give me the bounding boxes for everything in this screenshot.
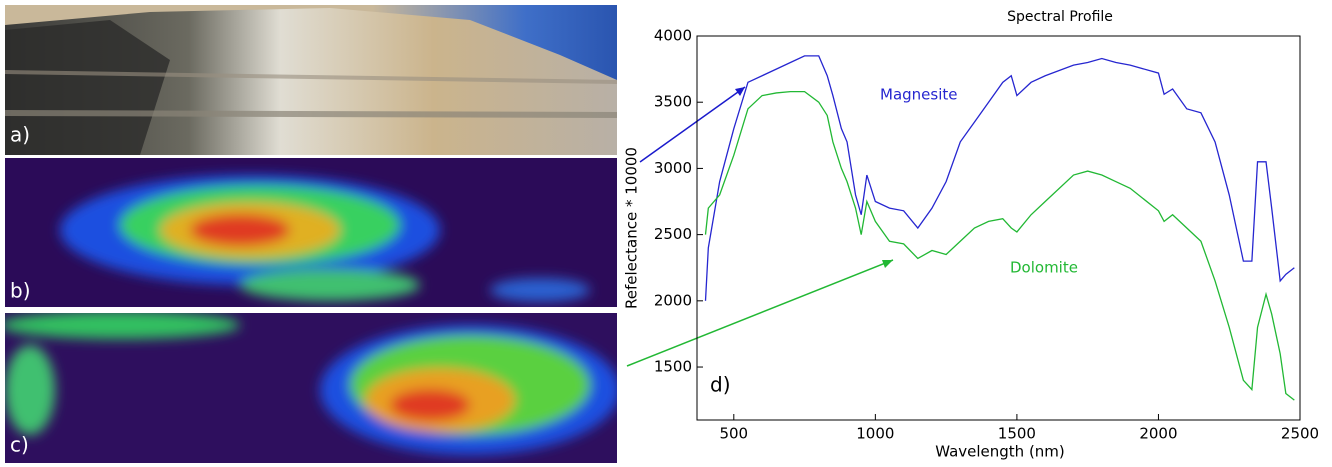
series-label: Magnesite: [880, 86, 957, 104]
x-tick-label: 1000: [856, 425, 894, 443]
y-tick-label: 3500: [654, 93, 692, 111]
classification-panel: c): [0, 311, 620, 463]
arrow: [627, 260, 893, 366]
arrow-head: [882, 260, 893, 268]
x-tick-label: 2000: [1139, 425, 1177, 443]
chart-title: Spectral Profile: [1007, 9, 1113, 25]
y-axis-label: Refelectance * 10000: [623, 147, 641, 309]
series-line: [705, 92, 1294, 401]
panel-label: c): [10, 433, 29, 457]
y-tick-label: 2500: [654, 225, 692, 243]
x-tick-label: 2500: [1281, 425, 1319, 443]
arrow-head: [735, 87, 745, 96]
y-tick-label: 3000: [654, 159, 692, 177]
y-tick-label: 4000: [654, 27, 692, 45]
figure: a) b) c) Spectral Profile Wavelength (nm…: [0, 0, 1332, 463]
panel-label: a): [10, 123, 30, 147]
x-tick-label: 500: [719, 425, 748, 443]
y-tick-label: 1500: [654, 358, 692, 376]
series-line: [705, 56, 1294, 301]
plot-frame: [697, 36, 1300, 420]
x-axis-label: Wavelength (nm): [935, 443, 1065, 461]
series-label: Dolomite: [1010, 259, 1078, 277]
y-tick-label: 2000: [654, 291, 692, 309]
panel-label: b): [10, 279, 31, 303]
classification-panel: b): [5, 158, 617, 307]
x-tick-label: 1500: [998, 425, 1036, 443]
panel-label: d): [710, 373, 731, 397]
photo-panel: a): [5, 5, 617, 155]
